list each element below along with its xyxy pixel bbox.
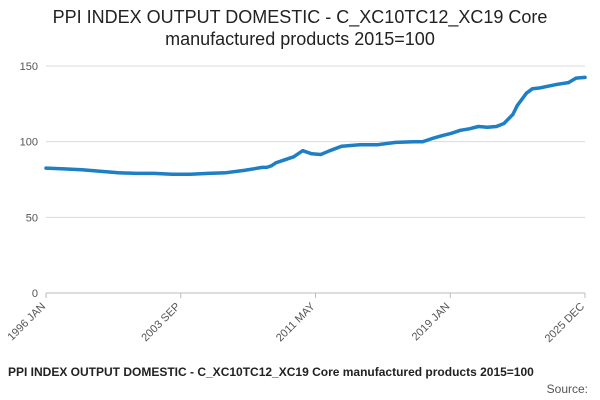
data-point [494, 124, 499, 129]
data-point [80, 168, 84, 172]
data-point [566, 81, 571, 85]
data-point [515, 103, 520, 107]
data-point [467, 127, 471, 131]
data-point [188, 172, 192, 176]
data-point [283, 158, 287, 162]
data-point [134, 171, 138, 176]
y-tick-label: 0 [32, 288, 38, 300]
data-point [530, 87, 535, 91]
x-axis: 1996 JAN 2003 SEP 2011 MAY 2019 JAN 2025 DEC [5, 292, 587, 345]
x-tick-label: 2003 SEP [139, 301, 183, 345]
data-point [260, 165, 264, 169]
data-point [301, 149, 305, 153]
data-point [358, 143, 362, 147]
x-tick-label: 2025 DEC [543, 301, 587, 345]
footer-title: PPI INDEX OUTPUT DOMESTIC - C_XC10TC12_X… [8, 365, 534, 379]
data-point [430, 137, 434, 141]
data-point [319, 152, 323, 157]
data-point [421, 140, 425, 144]
x-tick-label: 2019 JAN [410, 301, 453, 344]
data-point [574, 76, 578, 80]
data-point [242, 168, 246, 173]
data-point [265, 165, 269, 169]
data-point [449, 131, 453, 135]
data-point [412, 140, 416, 144]
chart-title: PPI INDEX OUTPUT DOMESTIC - C_XC10TC12_X… [0, 6, 600, 50]
chart-title-line-1: PPI INDEX OUTPUT DOMESTIC - C_XC10TC12_X… [52, 7, 548, 27]
data-point [476, 124, 481, 129]
data-point [548, 84, 553, 88]
y-tick-label: 100 [20, 137, 38, 149]
data-point [274, 161, 278, 165]
grid-lines [46, 65, 585, 218]
data-point [98, 169, 102, 173]
data-point [310, 152, 314, 156]
data-point [116, 171, 120, 175]
data-point [556, 82, 560, 86]
data-point [583, 75, 587, 79]
footer-source: Source: [546, 382, 588, 396]
x-tick-label: 2011 MAY [274, 300, 318, 344]
y-tick-label: 150 [20, 61, 38, 73]
series-group [44, 75, 587, 176]
data-point [485, 125, 490, 129]
chart-title-line-2: manufactured products 2015=100 [165, 29, 435, 49]
data-point [538, 86, 542, 90]
data-point [394, 140, 398, 145]
data-point [44, 166, 48, 170]
data-point [224, 171, 228, 175]
data-point [520, 97, 524, 101]
data-point [152, 171, 156, 176]
data-point [524, 91, 529, 95]
data-point [328, 149, 332, 153]
series-line [44, 75, 587, 176]
data-point [62, 167, 66, 171]
data-point [440, 134, 444, 138]
data-point [206, 171, 210, 176]
x-tick-label: 1996 JAN [5, 301, 48, 344]
data-point [269, 164, 273, 168]
data-point [170, 172, 174, 176]
data-point [511, 112, 515, 117]
data-point [340, 144, 344, 148]
data-point [292, 155, 296, 159]
data-point [502, 121, 506, 126]
y-axis-ticks: 0 50 100 150 [20, 61, 38, 300]
data-point [376, 143, 380, 147]
data-point [458, 128, 462, 132]
y-tick-label: 50 [26, 212, 38, 224]
